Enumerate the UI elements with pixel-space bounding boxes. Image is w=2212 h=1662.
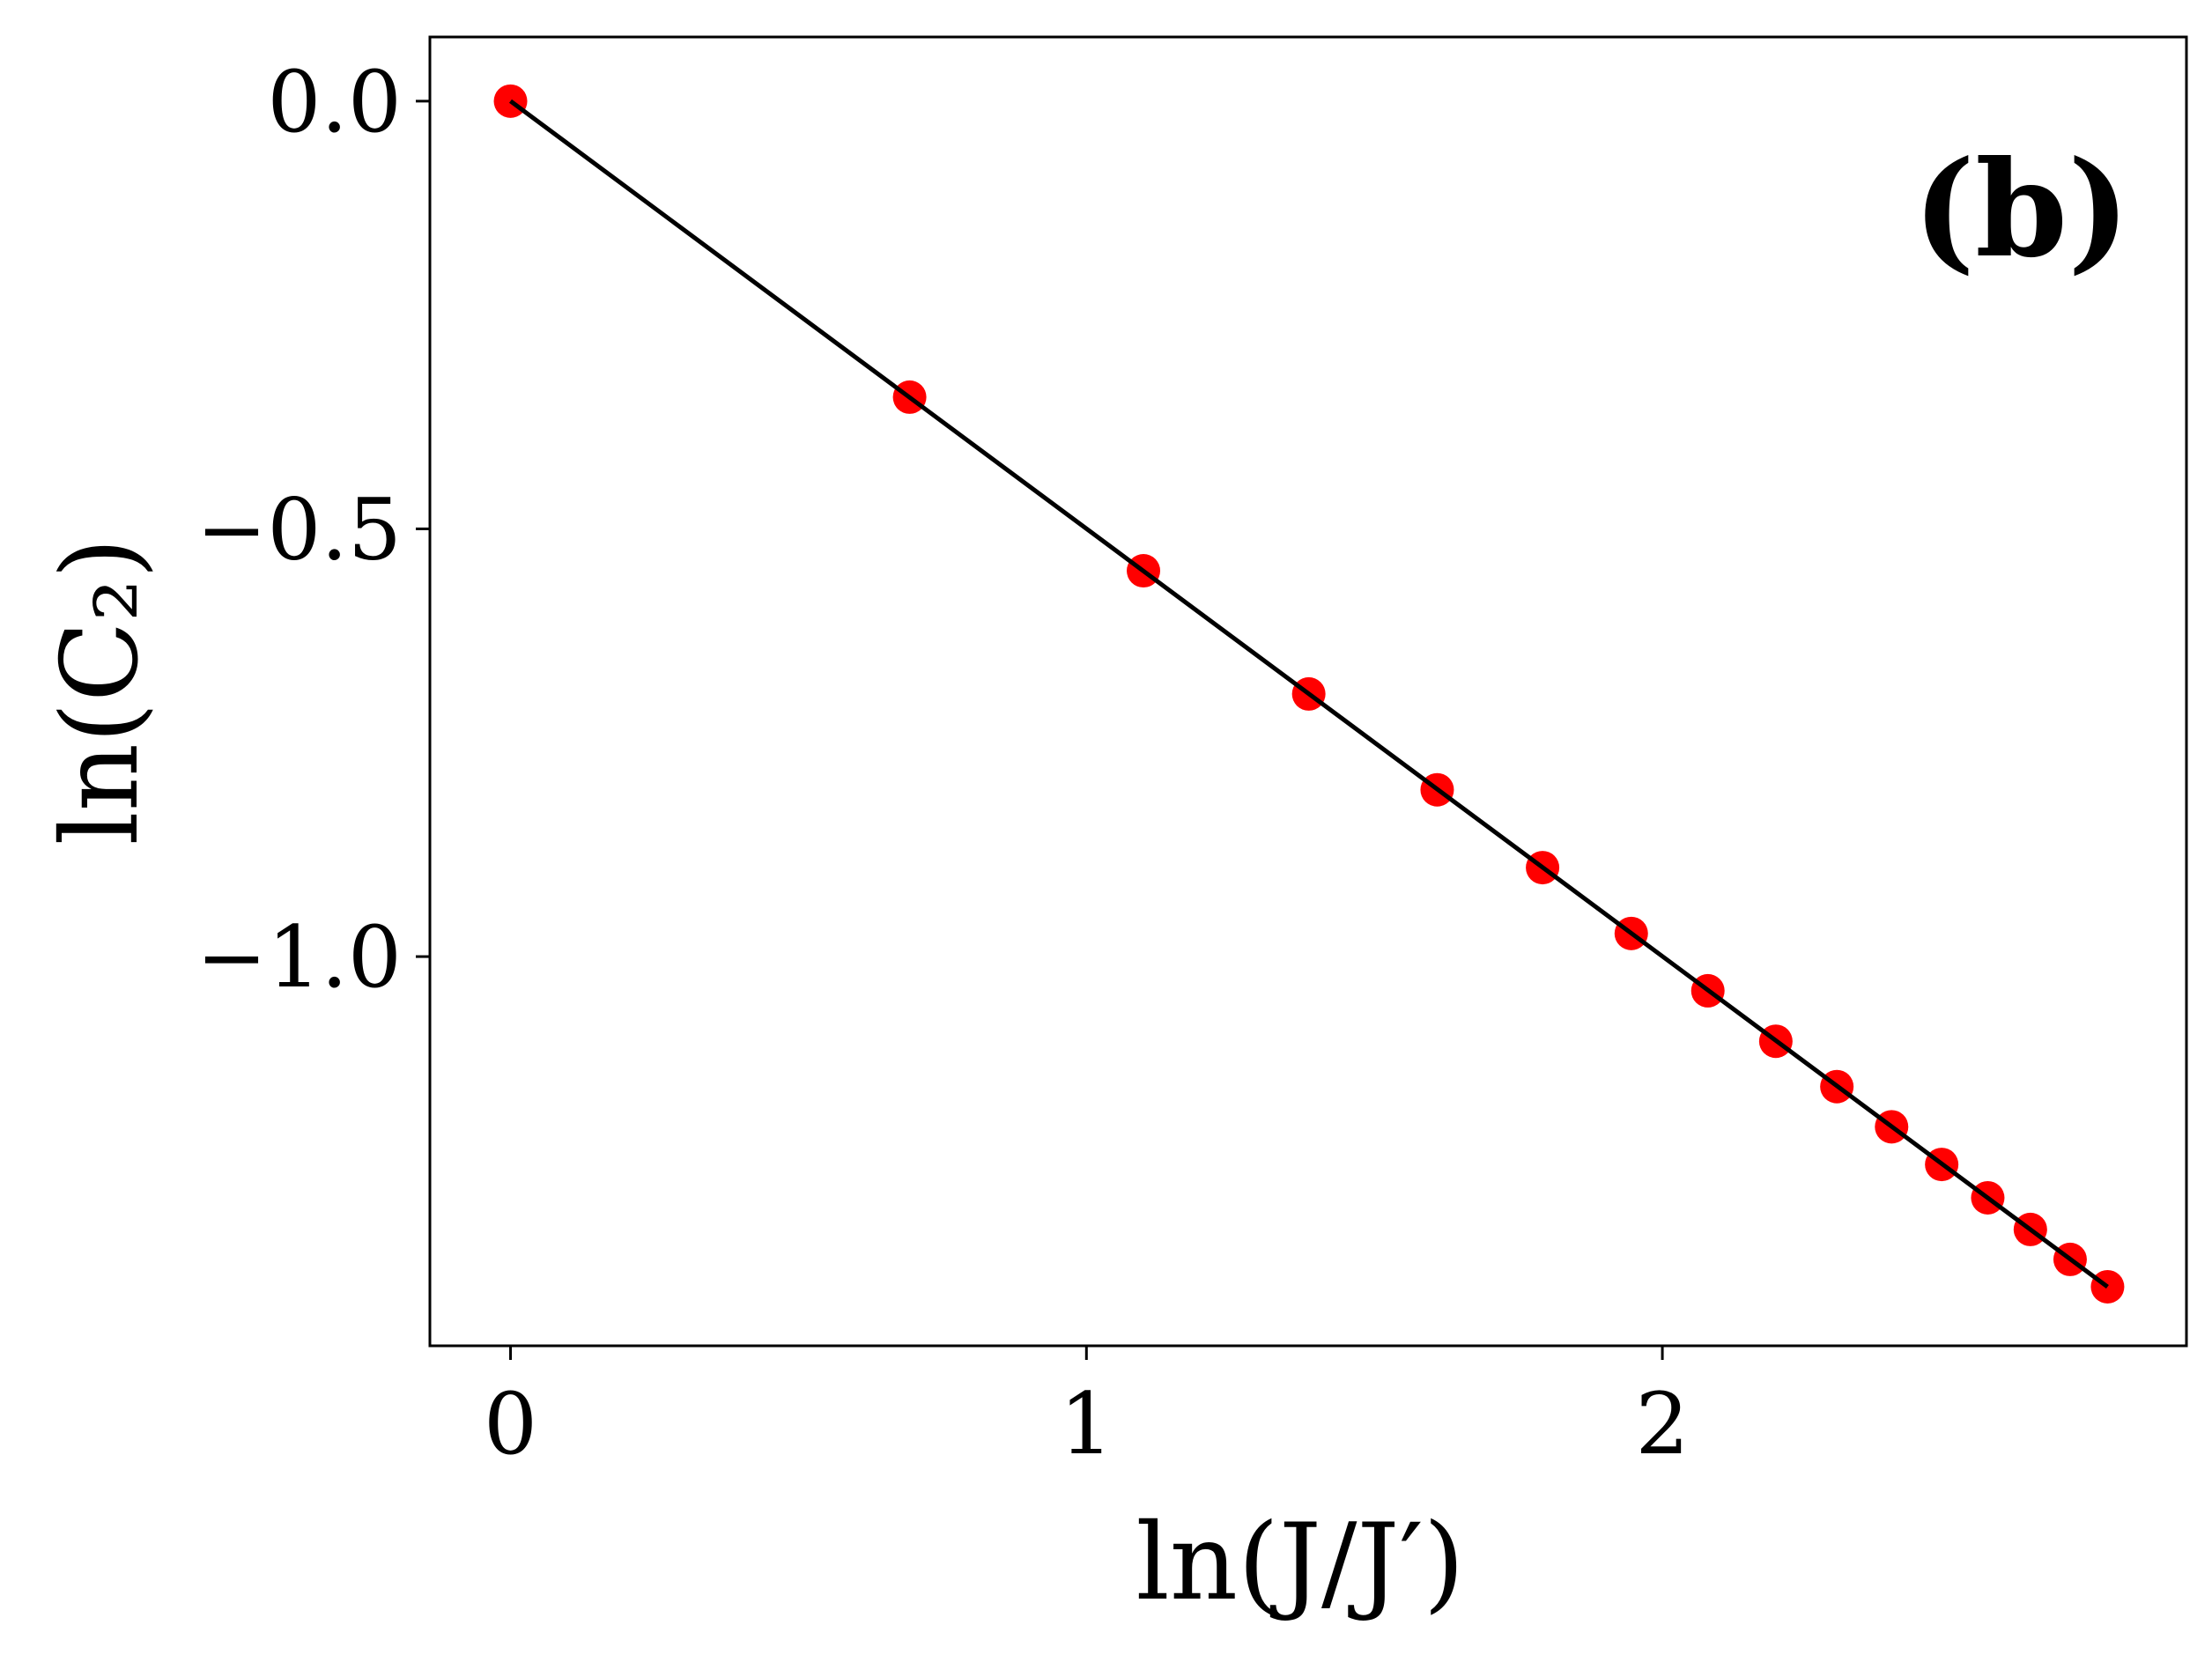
y-axis-label: ln(C₂) — [40, 537, 162, 845]
axes: 0 1 2 0.0 −0.5 −1.0 — [196, 35, 2188, 1474]
fit-line — [509, 99, 2109, 1289]
y-tick-label: −1.0 — [196, 908, 402, 1007]
data-point — [2090, 1269, 2125, 1304]
x-tick-label: 2 — [1636, 1375, 1690, 1474]
plot-frame — [428, 35, 2188, 1348]
x-tick-label: 0 — [484, 1375, 537, 1474]
y-tick-label: 0.0 — [267, 53, 402, 151]
panel-label: (b) — [1912, 132, 2130, 287]
plot-area — [493, 84, 2125, 1304]
x-axis-label: ln(J/J′) — [1136, 1502, 1464, 1624]
y-tick-label: −0.5 — [196, 480, 402, 579]
x-tick-label: 1 — [1060, 1375, 1113, 1474]
